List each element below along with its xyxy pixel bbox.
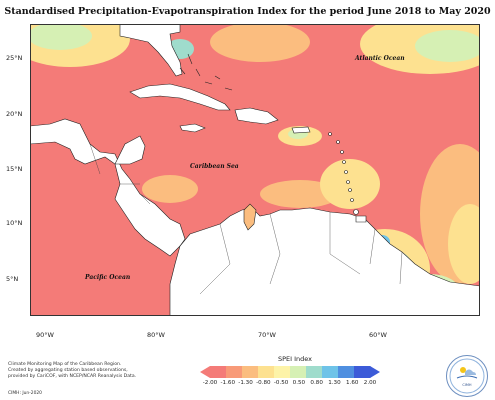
lat-label-20n: 20°N bbox=[6, 110, 23, 118]
lat-label-15n: 15°N bbox=[6, 165, 23, 173]
lat-label-25n: 25°N bbox=[6, 54, 23, 62]
lat-label-10n: 10°N bbox=[6, 219, 23, 227]
credit-date: CIMH: Jun-2020 bbox=[8, 391, 42, 396]
legend-tick-label: -2.00 bbox=[202, 380, 218, 386]
wet-patch-east-inner bbox=[448, 204, 480, 284]
legend-swatch bbox=[274, 366, 291, 378]
land-lesser-antilles bbox=[328, 132, 359, 215]
legend-tick-label: 0.50 bbox=[292, 380, 306, 386]
credit-text: Climate Monitoring Map of the Caribbean … bbox=[8, 362, 148, 380]
country-borders bbox=[89, 143, 403, 295]
legend-tick-label: 1.60 bbox=[345, 380, 359, 386]
legend-swatch bbox=[290, 366, 307, 378]
legend-swatch bbox=[306, 366, 323, 378]
legend-tick-label: -1.60 bbox=[220, 380, 236, 386]
land-hispaniola bbox=[234, 107, 279, 125]
legend-swatch bbox=[354, 366, 371, 378]
wet-patch-north bbox=[210, 24, 310, 62]
legend-tick-label: -1.30 bbox=[238, 380, 253, 386]
legend-swatch bbox=[226, 366, 243, 378]
spei-map: Atlantic Ocean Caribbean Sea Pacific Oce… bbox=[30, 24, 480, 316]
wet-patch-nw-inner bbox=[30, 24, 92, 50]
legend-arrow-left bbox=[200, 366, 210, 378]
lon-label-80w: 80°W bbox=[147, 331, 165, 339]
label-pacific: Pacific Ocean bbox=[84, 274, 130, 281]
map-title: Standardised Precipitation-Evapotranspir… bbox=[4, 6, 491, 17]
legend-tick-label: -0.50 bbox=[273, 380, 289, 386]
label-caribbean: Caribbean Sea bbox=[190, 163, 239, 170]
wet-patch-caribbean-2 bbox=[260, 180, 340, 208]
lon-label-60w: 60°W bbox=[369, 331, 387, 339]
wet-patch-caribbean bbox=[142, 175, 198, 203]
legend-swatch bbox=[242, 366, 259, 378]
cimh-logo: CIMH bbox=[446, 355, 488, 397]
land-bahamas bbox=[179, 53, 233, 91]
legend-arrow-right bbox=[370, 366, 380, 378]
legend-tick-label: 0.80 bbox=[310, 380, 323, 386]
logo-text: CIMH bbox=[462, 383, 472, 387]
label-atlantic: Atlantic Ocean bbox=[354, 55, 405, 62]
wet-patch-ne-inner bbox=[415, 30, 480, 62]
lat-label-5n: 5°N bbox=[6, 275, 19, 283]
land-puerto-rico bbox=[291, 126, 311, 134]
legend-swatch bbox=[210, 366, 227, 378]
lon-label-90w: 90°W bbox=[36, 331, 54, 339]
coast-maracaibo bbox=[243, 203, 257, 231]
legend-swatch bbox=[258, 366, 275, 378]
land-central-america bbox=[30, 118, 186, 257]
land-jamaica bbox=[179, 123, 206, 133]
map-frame bbox=[30, 24, 480, 316]
wet-patch-central bbox=[320, 159, 380, 209]
legend-title: SPEI Index bbox=[277, 355, 313, 363]
legend-colorbar bbox=[200, 366, 380, 378]
logo-emblem-icon bbox=[449, 358, 485, 394]
credit-line-1: Climate Monitoring Map of the Caribbean … bbox=[8, 362, 122, 367]
credit-line-3: provided by CariCOF, with NCEP/NCAR Rean… bbox=[8, 374, 137, 379]
credit-line-2: Created by aggregating station based obs… bbox=[8, 368, 128, 373]
lon-label-70w: 70°W bbox=[258, 331, 276, 339]
legend-swatch bbox=[322, 366, 339, 378]
land-yucatan bbox=[114, 135, 146, 165]
legend-swatch bbox=[338, 366, 355, 378]
land-trinidad bbox=[355, 215, 367, 223]
legend-tick-label: 1.30 bbox=[328, 380, 341, 386]
land-florida bbox=[119, 24, 183, 77]
land-cuba bbox=[129, 83, 231, 111]
legend-tick-label: -0.80 bbox=[256, 380, 271, 386]
legend-tick-label: 2.00 bbox=[363, 380, 377, 386]
